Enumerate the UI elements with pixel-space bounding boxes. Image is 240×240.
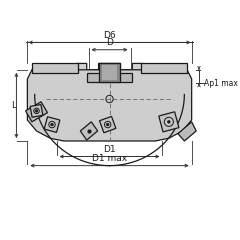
Polygon shape — [32, 63, 187, 72]
Polygon shape — [102, 65, 117, 80]
Polygon shape — [25, 102, 48, 122]
Circle shape — [106, 123, 109, 126]
Polygon shape — [44, 117, 60, 132]
Text: D1 max: D1 max — [92, 154, 127, 163]
Polygon shape — [141, 63, 187, 72]
Polygon shape — [159, 112, 179, 132]
Circle shape — [51, 123, 53, 126]
Polygon shape — [99, 63, 120, 82]
Polygon shape — [178, 122, 196, 141]
Polygon shape — [80, 122, 98, 140]
Polygon shape — [32, 63, 78, 72]
Polygon shape — [27, 70, 192, 141]
Circle shape — [168, 120, 170, 123]
Polygon shape — [30, 105, 43, 117]
Polygon shape — [100, 116, 116, 133]
Text: D: D — [106, 38, 113, 47]
Circle shape — [35, 109, 38, 112]
Text: D1: D1 — [103, 145, 116, 154]
Text: D6: D6 — [103, 31, 116, 40]
Polygon shape — [87, 72, 132, 82]
Text: Ap1 max: Ap1 max — [204, 79, 238, 88]
Text: L: L — [11, 101, 16, 110]
